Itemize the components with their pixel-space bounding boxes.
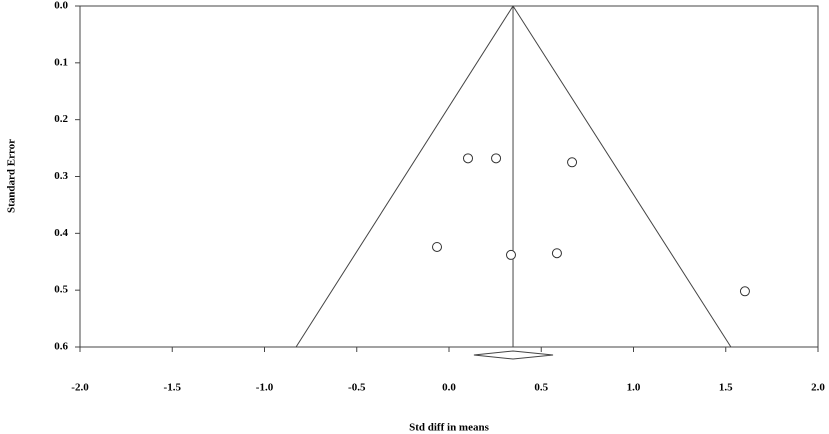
x-tick-label: -1.0 bbox=[256, 382, 274, 394]
y-tick-label: 0.5 bbox=[54, 284, 68, 296]
x-tick-label: 0.0 bbox=[442, 382, 456, 394]
study-point bbox=[505, 249, 516, 260]
y-axis-title: Standard Error bbox=[6, 139, 18, 213]
funnel-left bbox=[295, 5, 514, 348]
funnel-right bbox=[512, 5, 732, 348]
y-tick-label: 0.4 bbox=[54, 227, 68, 239]
study-point bbox=[432, 241, 443, 252]
y-tick-label: 0.1 bbox=[54, 56, 68, 68]
study-point bbox=[463, 153, 474, 164]
x-axis-title: Std diff in means bbox=[409, 422, 489, 434]
study-point bbox=[551, 248, 562, 259]
x-tick-label: 0.5 bbox=[534, 382, 548, 394]
x-tick-label: -1.5 bbox=[164, 382, 182, 394]
x-tick-label: -2.0 bbox=[71, 382, 89, 394]
y-tick-label: 0.2 bbox=[54, 113, 68, 125]
study-point bbox=[491, 153, 502, 164]
y-tick-label: 0.3 bbox=[54, 170, 68, 182]
x-tick-label: -0.5 bbox=[348, 382, 366, 394]
plot-frame bbox=[79, 5, 819, 348]
study-point bbox=[739, 286, 750, 297]
x-tick-label: 2.0 bbox=[811, 382, 825, 394]
x-tick-label: 1.0 bbox=[627, 382, 641, 394]
summary-diamond bbox=[473, 350, 554, 360]
y-tick-label: 0.0 bbox=[54, 0, 68, 12]
x-tick-label: 1.5 bbox=[719, 382, 733, 394]
study-point bbox=[567, 157, 578, 168]
y-tick-label: 0.6 bbox=[54, 341, 68, 353]
